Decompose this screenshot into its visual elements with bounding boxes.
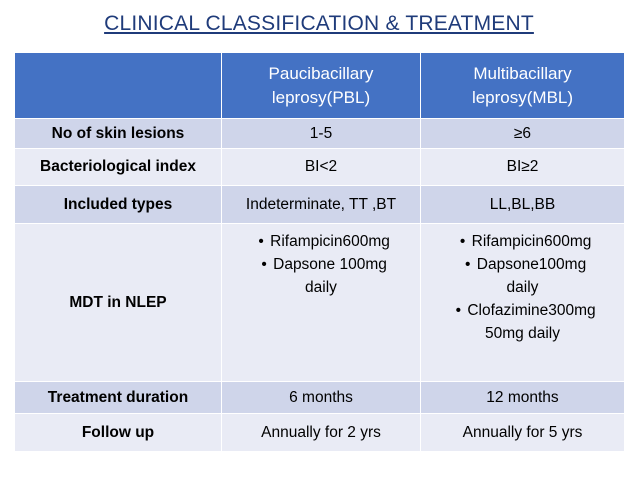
table-row: Treatment duration 6 months 12 months bbox=[14, 381, 625, 414]
table-header-row: Paucibacillary leprosy(PBL) Multibacilla… bbox=[14, 52, 625, 119]
header-pbl-line1: Paucibacillary bbox=[268, 63, 374, 83]
list-item: daily bbox=[425, 276, 620, 299]
row-label: Treatment duration bbox=[14, 381, 222, 414]
row-label: Included types bbox=[14, 185, 222, 224]
table-row: Follow up Annually for 2 yrs Annually fo… bbox=[14, 413, 625, 452]
drug-text: daily bbox=[305, 279, 337, 296]
list-item: daily bbox=[226, 276, 416, 299]
list-item: 50mg daily bbox=[425, 322, 620, 345]
drug-text: Dapsone100mg bbox=[476, 256, 587, 273]
bullet-icon: • bbox=[261, 256, 267, 273]
pbl-drug-list: • Rifampicin600mg • Dapsone 100mg daily bbox=[226, 230, 416, 299]
cell-pbl: Annually for 2 yrs bbox=[221, 413, 421, 452]
header-mbl-line2: leprosy(MBL) bbox=[471, 87, 574, 107]
list-item: • Dapsone 100mg bbox=[226, 253, 416, 276]
cell-mbl: 12 months bbox=[420, 381, 625, 414]
cell-pbl: 6 months bbox=[221, 381, 421, 414]
list-item: • Rifampicin600mg bbox=[425, 230, 620, 253]
cell-mbl: BI≥2 bbox=[420, 148, 625, 186]
cell-pbl: • Rifampicin600mg • Dapsone 100mg daily bbox=[221, 223, 421, 382]
cell-mbl: Annually for 5 yrs bbox=[420, 413, 625, 452]
bullet-icon: • bbox=[258, 233, 264, 250]
drug-text: 50mg daily bbox=[485, 325, 560, 342]
drug-text: Clofazimine300mg bbox=[467, 302, 596, 319]
table-row: Included types Indeterminate, TT ,BT LL,… bbox=[14, 185, 625, 224]
page-title: CLINICAL CLASSIFICATION & TREATMENT bbox=[104, 12, 534, 35]
table-row: Bacteriological index BI<2 BI≥2 bbox=[14, 148, 625, 186]
bullet-icon: • bbox=[455, 302, 462, 319]
cell-pbl: BI<2 bbox=[221, 148, 421, 186]
cell-mbl: LL,BL,BB bbox=[420, 185, 625, 224]
list-item: • Dapsone100mg bbox=[425, 253, 620, 276]
table-row: MDT in NLEP • Rifampicin600mg • Dapsone 10… bbox=[14, 223, 625, 382]
row-label: Bacteriological index bbox=[14, 148, 222, 186]
list-item: • Clofazimine300mg bbox=[425, 299, 620, 322]
header-pbl: Paucibacillary leprosy(PBL) bbox=[221, 52, 421, 119]
row-label: Follow up bbox=[14, 413, 222, 452]
drug-text: Rifampicin600mg bbox=[471, 233, 592, 250]
row-label: MDT in NLEP bbox=[14, 223, 222, 382]
list-item: • Rifampicin600mg bbox=[226, 230, 416, 253]
cell-pbl: 1-5 bbox=[221, 118, 421, 149]
drug-text: Rifampicin600mg bbox=[270, 233, 390, 250]
cell-pbl: Indeterminate, TT ,BT bbox=[221, 185, 421, 224]
header-pbl-line2: leprosy(PBL) bbox=[271, 87, 371, 107]
bullet-icon: • bbox=[459, 233, 466, 250]
drug-text: Dapsone 100mg bbox=[273, 256, 387, 273]
drug-text: daily bbox=[506, 279, 539, 296]
header-empty-cell bbox=[14, 52, 222, 119]
classification-table: Paucibacillary leprosy(PBL) Multibacilla… bbox=[14, 52, 625, 452]
header-mbl-line1: Multibacillary bbox=[473, 63, 572, 83]
cell-mbl: • Rifampicin600mg • Dapsone100mg daily • Cl… bbox=[420, 223, 625, 382]
bullet-icon: • bbox=[465, 256, 471, 273]
mbl-drug-list: • Rifampicin600mg • Dapsone100mg daily • Cl… bbox=[425, 230, 620, 345]
cell-mbl: ≥6 bbox=[420, 118, 625, 149]
table-row: No of skin lesions 1-5 ≥6 bbox=[14, 118, 625, 149]
row-label: No of skin lesions bbox=[14, 118, 222, 149]
header-mbl: Multibacillary leprosy(MBL) bbox=[420, 52, 625, 119]
